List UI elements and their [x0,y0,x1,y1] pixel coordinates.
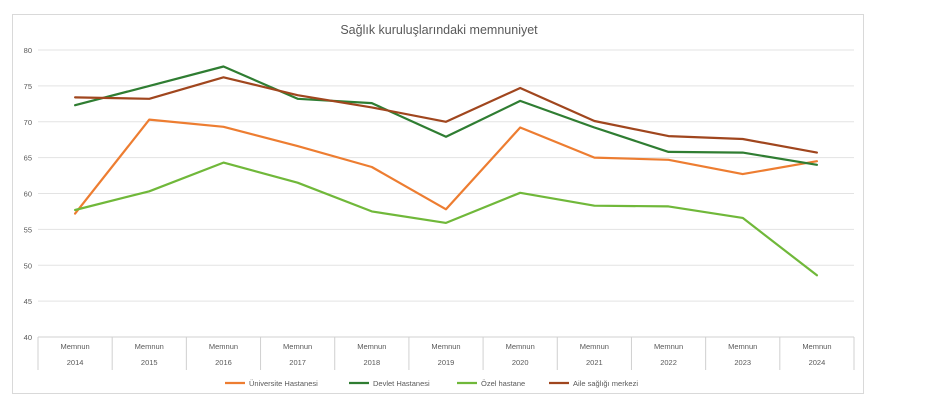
chart-svg: Sağlık kuruluşlarındaki memnuniyet 40 45 5… [24,23,855,388]
x-tick-label-year: 2024 [809,358,826,367]
x-tick-label-inner: Memnun [135,342,164,351]
y-tick-label: 80 [24,46,32,55]
y-tick-label: 65 [24,154,32,163]
x-tick-label-inner: Memnun [357,342,386,351]
y-tick-label: 40 [24,333,32,342]
y-axis: 40 45 50 55 60 65 70 75 80 [24,46,32,342]
x-tick-label-year: 2021 [586,358,603,367]
x-tick-label-year: 2017 [289,358,306,367]
series-lines [73,65,819,277]
x-axis: Memnun Memnun Memnun Memnun Memnun Memnun Memn… [37,336,855,370]
legend-item: Aile sağlığı merkezi [573,379,638,388]
x-tick-label-year: 2018 [363,358,380,367]
y-tick-label: 50 [24,261,32,270]
x-tick-label-inner: Memnun [431,342,460,351]
x-tick-label-inner: Memnun [209,342,238,351]
x-tick-label-year: 2022 [660,358,677,367]
x-tick-label-inner: Memnun [580,342,609,351]
y-tick-label: 75 [24,82,32,91]
legend-item: Devlet Hastanesi [373,379,430,388]
x-tick-label-year: 2019 [438,358,455,367]
series-line [73,76,819,154]
legend: Üniversite Hastanesi Devlet Hastanesi Özel… [225,379,638,388]
gridlines [38,49,854,338]
x-tick-label-year: 2020 [512,358,529,367]
x-tick-label-inner: Memnun [283,342,312,351]
series-line [73,118,819,215]
y-tick-label: 60 [24,190,32,199]
x-tick-label-year: 2016 [215,358,232,367]
x-tick-label-year: 2023 [734,358,751,367]
legend-item: Özel hastane [481,379,525,388]
x-tick-label-year: 2014 [67,358,84,367]
y-tick-label: 45 [24,297,32,306]
series-line [73,161,819,277]
x-tick-label-inner: Memnun [60,342,89,351]
legend-item: Üniversite Hastanesi [249,379,318,388]
chart-title: Sağlık kuruluşlarındaki memnuniyet [340,23,538,37]
x-tick-label-inner: Memnun [802,342,831,351]
x-tick-label-inner: Memnun [728,342,757,351]
series-line [73,65,819,166]
x-tick-label-year: 2015 [141,358,158,367]
y-tick-label: 70 [24,118,32,127]
x-tick-label-inner: Memnun [654,342,683,351]
chart-area: Sağlık kuruluşlarındaki memnuniyet 40 45 5… [12,14,864,394]
x-tick-label-inner: Memnun [506,342,535,351]
y-tick-label: 55 [24,225,32,234]
